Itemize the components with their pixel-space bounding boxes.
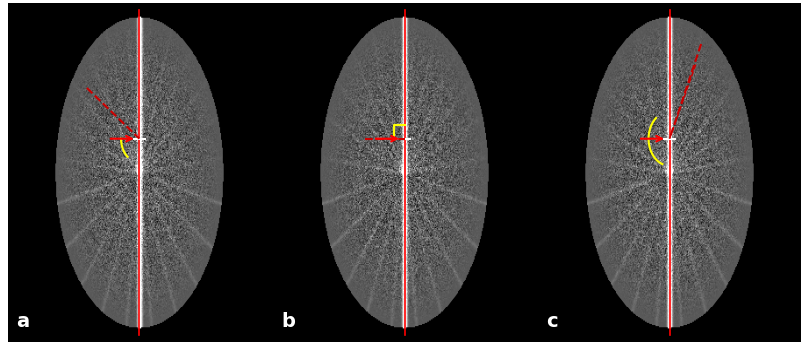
Text: b: b	[281, 313, 295, 332]
Text: c: c	[546, 313, 557, 332]
Text: a: a	[16, 313, 29, 332]
